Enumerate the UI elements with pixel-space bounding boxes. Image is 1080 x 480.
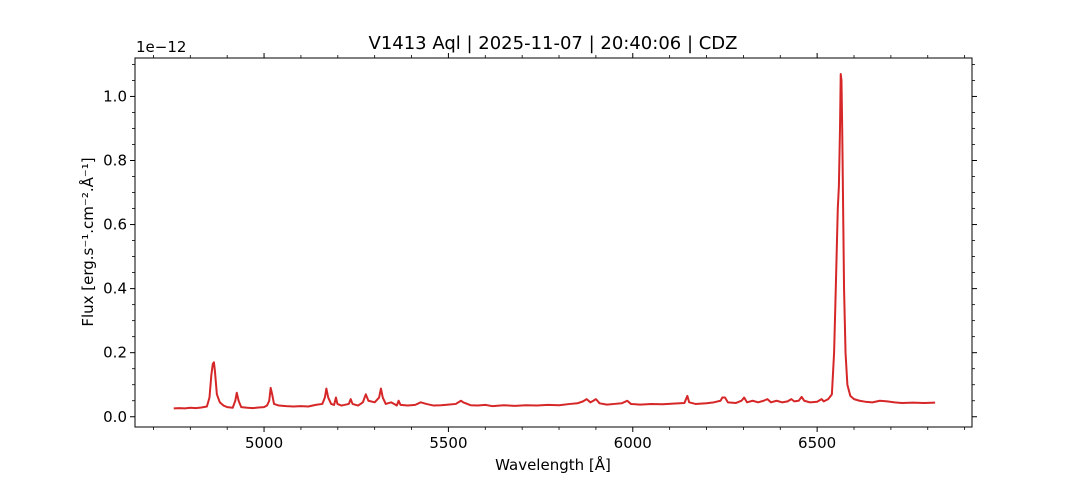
chart-title: V1413 Aql | 2025-11-07 | 20:40:06 | CDZ <box>369 33 738 54</box>
y-tick-label: 0.6 <box>103 216 127 234</box>
x-tick-label: 6000 <box>614 434 652 452</box>
x-tick-label: 5500 <box>429 434 467 452</box>
x-tick-label: 6500 <box>798 434 836 452</box>
y-tick-label: 0.8 <box>103 152 127 170</box>
y-axis-multiplier: 1e−12 <box>136 38 186 56</box>
series-layer <box>173 73 936 410</box>
x-tick-label: 5000 <box>245 434 283 452</box>
y-tick-label: 0.0 <box>103 408 127 426</box>
y-tick-label: 0.4 <box>103 280 127 298</box>
y-tick-label: 1.0 <box>103 87 127 105</box>
spectrum-line-0 <box>173 73 936 410</box>
plot-frame <box>134 57 973 428</box>
x-axis-label: Wavelength [Å] <box>495 455 611 474</box>
y-axis-label: Flux [erg.s⁻¹.cm⁻².Å⁻¹] <box>78 157 97 326</box>
tick-layer: 5000 5500 6000 6500 0.0 0.2 0.4 0.6 0.8 1.0 <box>103 53 977 452</box>
y-tick-label: 0.2 <box>103 344 127 362</box>
